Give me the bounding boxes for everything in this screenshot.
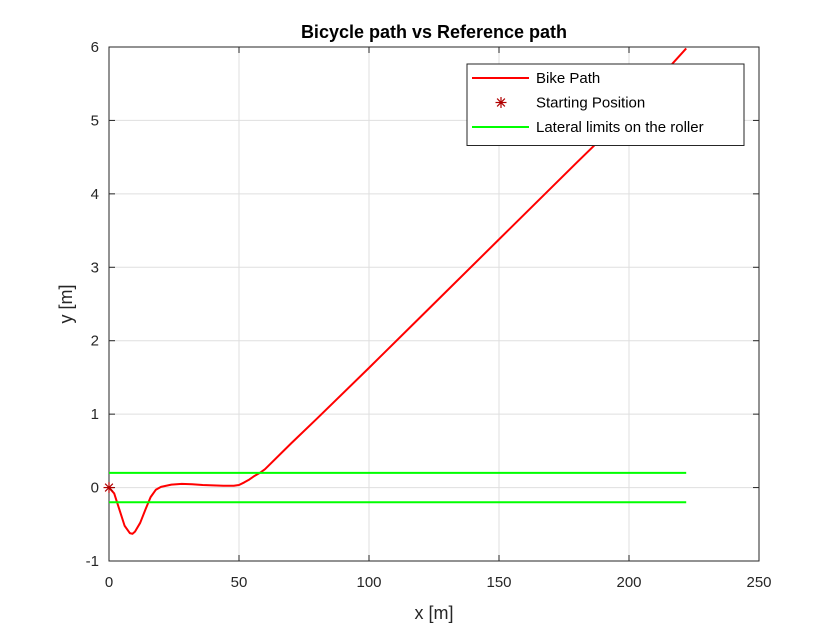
y-tick-label: 2 [91,333,99,350]
legend-label-lateral-limits-on-the-roller: Lateral limits on the roller [536,119,704,136]
y-tick-label: 1 [91,406,99,423]
x-tick-label: 50 [231,574,248,591]
y-tick-label: 5 [91,112,99,129]
legend-label-bike-path: Bike Path [536,70,600,87]
plot-area [108,46,760,562]
series-layer [103,47,687,535]
y-axis-label: y [m] [56,285,76,324]
axis-ticks: 0 50 100 150 200 250 -1 0 1 2 3 4 5 6 [86,39,772,591]
marker-stroke [104,483,114,492]
chart-title: Bicycle path vs Reference path [301,22,567,42]
y-tick-label: 6 [91,39,99,56]
x-tick-label: 150 [486,574,511,591]
x-tick-label: 0 [105,574,113,591]
legend: Bike Path Starting Position Lateral limits… [466,63,745,146]
x-tick-label: 200 [616,574,641,591]
y-tick-label: -1 [86,553,99,570]
marker-stroke [496,98,506,107]
starting-position-marker [103,482,115,494]
y-tick-label: 3 [91,259,99,276]
legend-swatch-starting-position [495,97,507,108]
x-tick-label: 100 [356,574,381,591]
x-tick-label: 250 [746,574,771,591]
x-axis-label: x [m] [415,603,454,623]
y-tick-label: 4 [91,186,99,203]
legend-label-starting-position: Starting Position [536,95,645,112]
y-tick-label: 0 [91,480,99,497]
series-bike-path [108,47,687,535]
